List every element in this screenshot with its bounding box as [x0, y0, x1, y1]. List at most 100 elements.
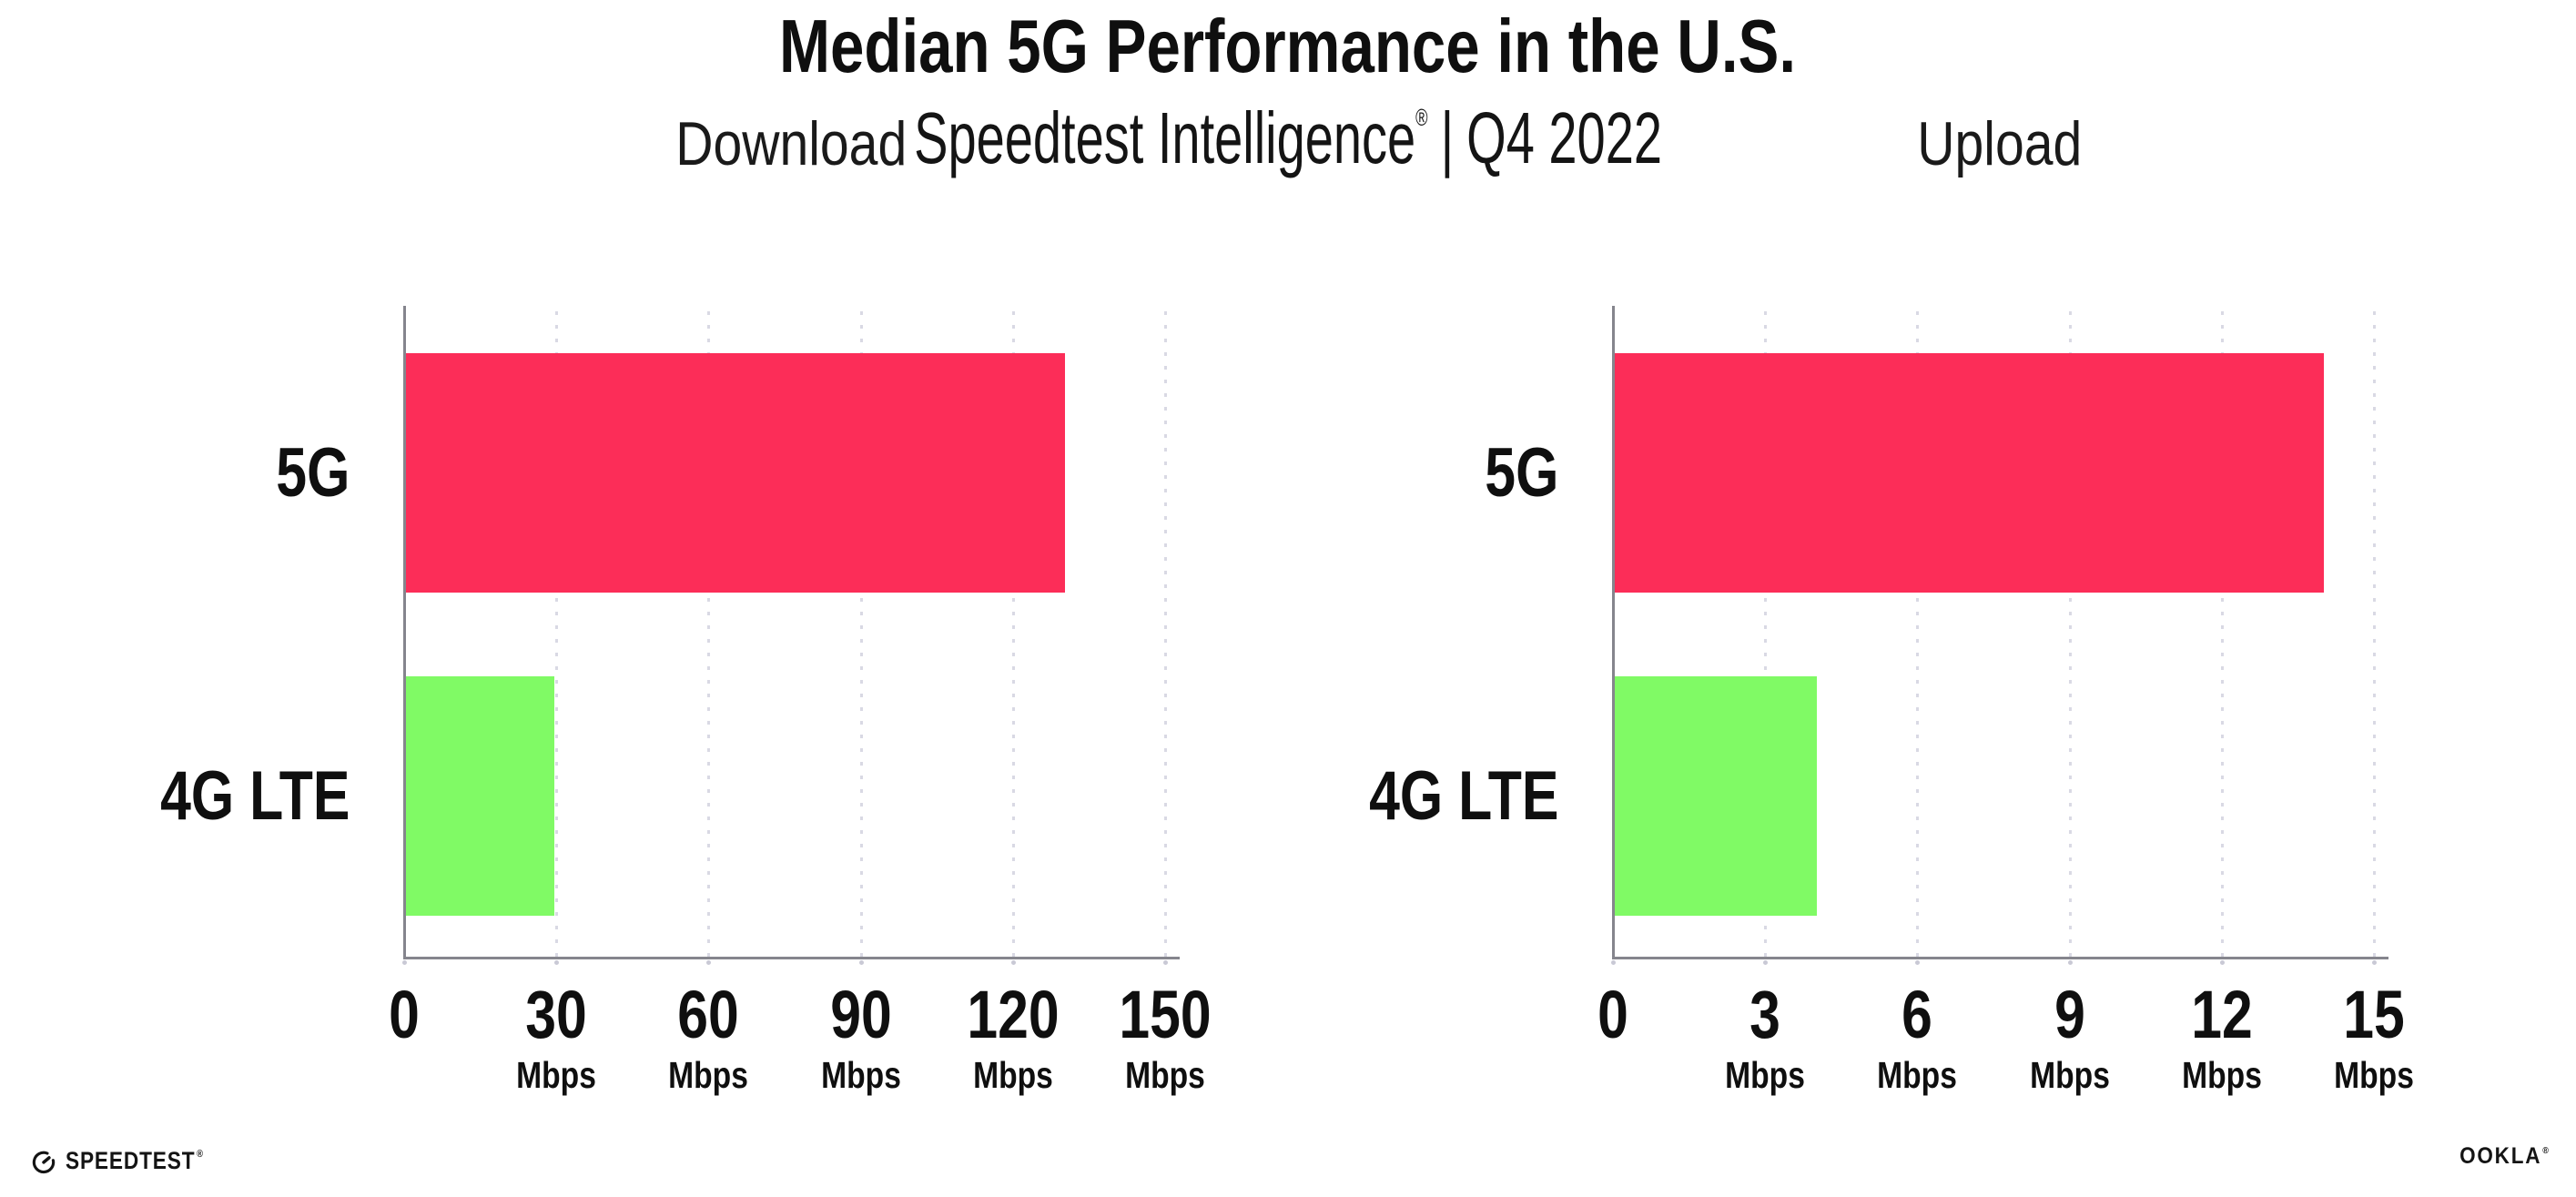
x-tick-label-30: 30 Mbps: [516, 981, 596, 1094]
subtitle-product: Speedtest Intelligence: [914, 97, 1416, 178]
tick-mark-0: [402, 960, 407, 965]
x-axis-labels: 0 3 Mbps 6 Mbps 9 Mbps 12 Mbps 15 Mbps: [1597, 981, 2414, 1127]
x-tick-unit: Mbps: [1125, 1054, 1205, 1096]
x-tick-value: 0: [389, 977, 420, 1052]
gridline-9: [2068, 311, 2072, 959]
tick-mark-120: [1010, 960, 1016, 965]
x-tick-label-3: 3 Mbps: [1725, 981, 1805, 1094]
bar-5g: [1614, 352, 2325, 593]
gridline-6: [1916, 311, 1920, 959]
speedtest-gauge-icon: [32, 1151, 56, 1174]
tick-mark-3: [1763, 960, 1769, 965]
y-label-4g-lte: 4G LTE: [1285, 635, 1558, 959]
tick-mark-90: [858, 960, 864, 965]
x-axis-labels: 0 30 Mbps 60 Mbps 90 Mbps 120 Mbps 150 Mbps: [389, 981, 1212, 1127]
x-tick-value: 120: [967, 977, 1060, 1052]
x-tick-label-0: 0: [1597, 981, 1628, 1049]
bar-4g-lte: [405, 676, 555, 917]
gridline-3: [1764, 311, 1768, 959]
page-title: Median 5G Performance in the U.S.: [779, 4, 1797, 88]
bars: [404, 311, 1178, 959]
x-tick-value: 3: [1749, 977, 1781, 1052]
ookla-wordmark: OOKLA®: [2459, 1143, 2551, 1169]
x-axis-line: [1612, 957, 2388, 959]
tick-mark-150: [1163, 960, 1169, 965]
tick-mark-60: [706, 960, 712, 965]
x-tick-value: 9: [2054, 977, 2085, 1052]
x-tick-unit: Mbps: [1725, 1054, 1806, 1096]
page-subtitle-row: Speedtest Intelligence® | Q4 2022: [0, 102, 2576, 175]
plot-area-upload: [1611, 306, 2388, 965]
y-label-text: 4G LTE: [159, 757, 350, 836]
x-tick-label-12: 12 Mbps: [2182, 981, 2262, 1094]
tick-mark-9: [2067, 960, 2073, 965]
x-tick-value: 30: [525, 977, 587, 1052]
x-tick-unit: Mbps: [2029, 1054, 2110, 1096]
x-tick-unit: Mbps: [2334, 1054, 2414, 1096]
x-tick-label-150: 150 Mbps: [1119, 981, 1211, 1094]
gridline-12: [2220, 311, 2224, 959]
y-label-text: 5G: [275, 433, 350, 512]
x-tick-label-120: 120 Mbps: [967, 981, 1059, 1094]
y-label-4g-lte: 4G LTE: [76, 635, 350, 959]
gridline-60: [707, 311, 711, 959]
x-axis-line: [403, 957, 1180, 959]
y-label-5g: 5G: [1285, 311, 1558, 635]
gridline-150: [1164, 311, 1168, 959]
x-tick-unit: Mbps: [2181, 1054, 2262, 1096]
bar-5g: [405, 352, 1065, 593]
gridline-15: [2373, 311, 2377, 959]
tick-mark-6: [1915, 960, 1921, 965]
x-tick-label-90: 90 Mbps: [821, 981, 901, 1094]
x-tick-unit: Mbps: [972, 1054, 1053, 1096]
tick-mark-12: [2219, 960, 2225, 965]
gridlines: [404, 311, 1178, 959]
speedtest-logo: SPEEDTEST ®: [30, 1141, 230, 1180]
bar-4g-lte: [1614, 676, 1817, 917]
x-tick-label-9: 9 Mbps: [2030, 981, 2110, 1094]
gridlines: [1613, 311, 2387, 959]
tick-mark-15: [2372, 960, 2378, 965]
y-axis-line: [1612, 306, 1615, 959]
registered-mark: ®: [2542, 1146, 2551, 1156]
subtitle-separator: |: [1440, 97, 1455, 178]
x-tick-value: 60: [677, 977, 740, 1052]
x-tick-unit: Mbps: [516, 1054, 597, 1096]
tick-mark-30: [554, 960, 560, 965]
y-axis-labels: 5G 4G LTE: [76, 311, 377, 959]
y-label-text: 5G: [1484, 433, 1558, 512]
page-title-row: Median 5G Performance in the U.S.: [0, 8, 2576, 84]
ookla-logo: OOKLA®: [2449, 1145, 2551, 1168]
x-tick-value: 15: [2343, 977, 2405, 1052]
gridline-90: [859, 311, 863, 959]
speedtest-wordmark: SPEEDTEST ®: [66, 1146, 204, 1174]
x-tick-label-0: 0: [389, 981, 420, 1049]
registered-mark: ®: [197, 1148, 204, 1160]
x-tick-value: 90: [829, 977, 892, 1052]
plot-area-download: [402, 306, 1180, 965]
y-axis-labels: 5G 4G LTE: [1285, 311, 1586, 959]
x-tick-label-6: 6 Mbps: [1878, 981, 1958, 1094]
x-tick-unit: Mbps: [1877, 1054, 1958, 1096]
y-label-5g: 5G: [76, 311, 350, 635]
subtitle-period: Q4 2022: [1466, 97, 1662, 178]
x-tick-unit: Mbps: [668, 1054, 749, 1096]
gridline-30: [555, 311, 559, 959]
bars: [1613, 311, 2387, 959]
y-label-text: 4G LTE: [1368, 757, 1558, 836]
x-tick-label-15: 15 Mbps: [2334, 981, 2414, 1094]
y-axis-line: [403, 306, 406, 959]
registered-mark: ®: [1415, 104, 1428, 131]
x-tick-value: 0: [1597, 977, 1628, 1052]
x-tick-label-60: 60 Mbps: [669, 981, 749, 1094]
page-subtitle: Speedtest Intelligence® | Q4 2022: [914, 102, 1662, 175]
gridline-120: [1011, 311, 1015, 959]
x-tick-value: 150: [1119, 977, 1212, 1052]
x-tick-unit: Mbps: [820, 1054, 901, 1096]
x-tick-value: 6: [1902, 977, 1933, 1052]
tick-mark-0: [1611, 960, 1616, 965]
x-tick-value: 12: [2191, 977, 2253, 1052]
